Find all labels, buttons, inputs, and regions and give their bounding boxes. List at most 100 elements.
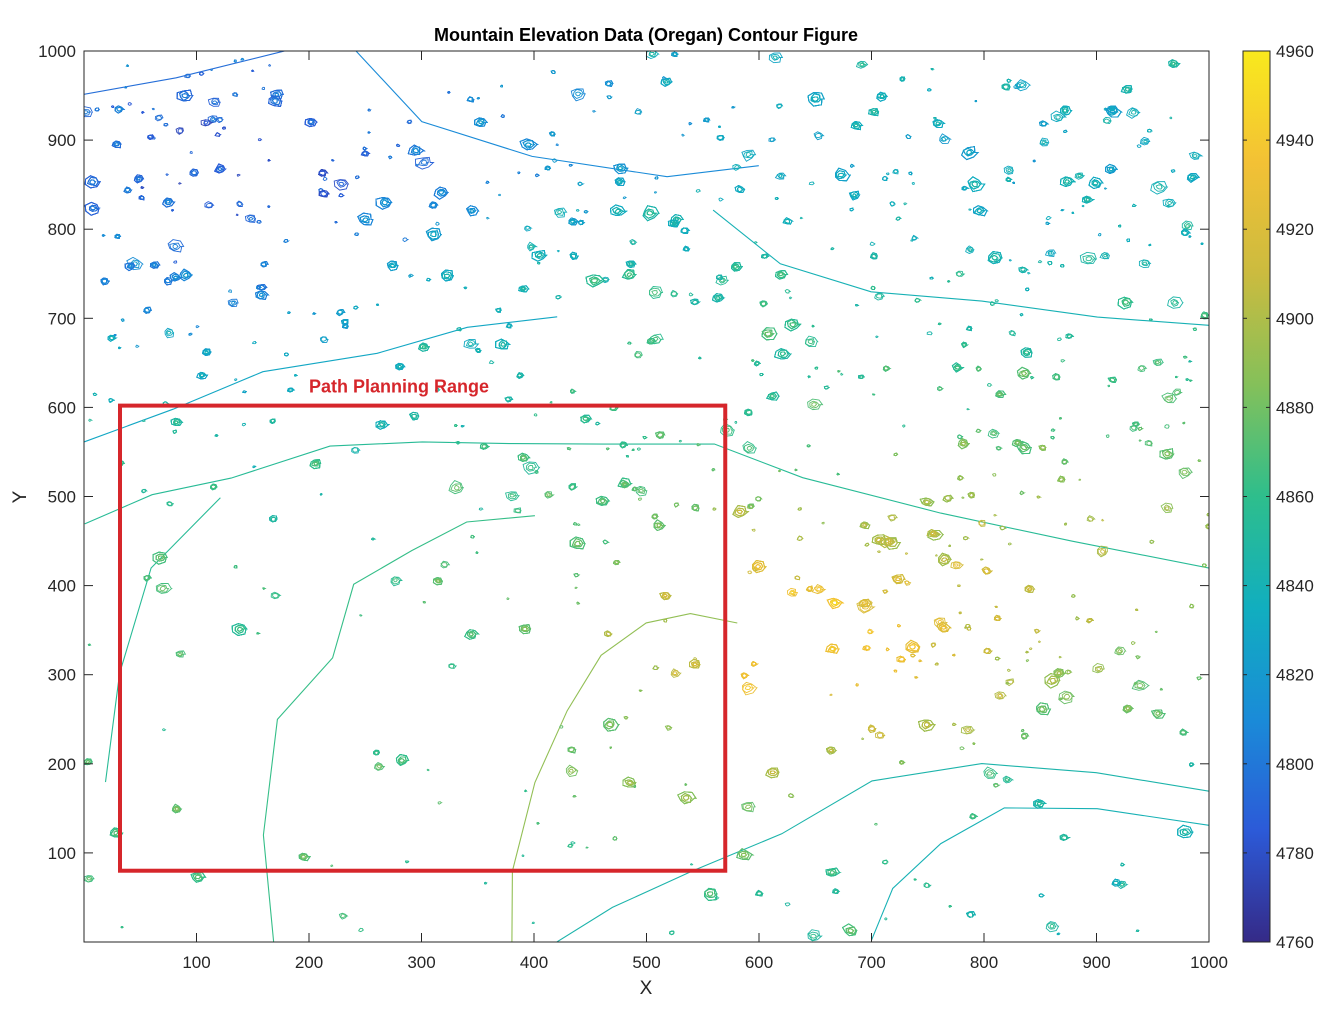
contour-blob [754, 889, 764, 897]
contour-blob [1121, 298, 1133, 307]
contour-blob [149, 261, 161, 269]
contour-blob [931, 642, 936, 648]
contour-blob [870, 108, 880, 115]
contour-blob [840, 372, 844, 376]
contour-blob [1126, 238, 1131, 243]
contour-blob [534, 469, 539, 474]
contour-blob [1005, 176, 1013, 182]
contour-blob [624, 269, 636, 279]
contour-blob [1047, 260, 1053, 266]
contour-blob [862, 603, 870, 610]
contour-blob [294, 373, 299, 377]
contour-blob [154, 114, 164, 122]
contour-blob [808, 181, 815, 186]
contour-blob [147, 134, 155, 139]
contour-blob [1045, 921, 1060, 933]
contour-blob [371, 537, 377, 541]
contour-blob [156, 115, 163, 121]
contour-blob [961, 441, 967, 446]
contour-blob [897, 623, 902, 628]
contour-blob [427, 230, 440, 240]
contour-blob [437, 801, 443, 805]
contour-blob [1164, 506, 1170, 511]
contour-blob [637, 486, 648, 495]
contour-blob [233, 59, 237, 63]
contour-blob [718, 277, 727, 284]
contour-blob [257, 138, 263, 142]
contour-blob [807, 375, 811, 379]
contour-blob [715, 275, 730, 286]
contour-blob [402, 237, 410, 243]
contour-blob [1018, 369, 1031, 377]
contour-blob [1205, 523, 1209, 530]
contour-blob [214, 163, 227, 174]
contour-blob [784, 902, 791, 907]
contour-blob [388, 262, 398, 269]
contour-blob [909, 644, 916, 650]
contour-blob [86, 877, 93, 881]
contour-blob [1155, 360, 1161, 365]
contour-blob [853, 123, 860, 128]
contour-blob [849, 191, 860, 199]
contour-blob [930, 531, 936, 536]
contour-blob [1026, 272, 1031, 275]
contour-blob [1039, 139, 1049, 146]
contour-blob [847, 927, 855, 933]
contour-blob [715, 296, 721, 300]
contour-blob [270, 97, 282, 106]
contour-blob [89, 205, 98, 211]
contour-blob [829, 869, 836, 875]
contour-blob [362, 151, 368, 156]
contour-blob [939, 133, 952, 145]
contour-blob [961, 496, 965, 499]
contour-blob [352, 447, 360, 453]
contour-blob [166, 330, 172, 335]
contour-blob [101, 278, 108, 284]
contour-blob [152, 263, 157, 267]
contour-blob [984, 648, 991, 654]
contour-blob [1131, 641, 1137, 646]
contour-level-curve [84, 51, 286, 95]
contour-blob [1172, 299, 1179, 305]
contour-blob [902, 424, 906, 428]
contour-blob [742, 683, 755, 694]
contour-blob [380, 197, 393, 208]
contour-blob [850, 121, 864, 131]
contour-blob [613, 163, 629, 175]
contour-level-curve [511, 613, 738, 942]
contour-blob [336, 179, 348, 188]
contour-blob [933, 117, 937, 120]
contour-blob [654, 176, 659, 180]
contour-blob [736, 848, 755, 861]
contour-blob [715, 274, 724, 281]
contour-blob [140, 186, 145, 189]
contour-blob [1192, 154, 1198, 158]
contour-blob [155, 582, 173, 594]
contour-blob [270, 418, 276, 424]
contour-blob [816, 587, 823, 592]
contour-blob [546, 493, 551, 497]
contour-blob [330, 864, 334, 867]
contour-blob [536, 253, 543, 258]
contour-blob [246, 215, 257, 223]
contour-blob [1020, 729, 1025, 733]
contour-blob [797, 507, 802, 511]
contour-blob [681, 133, 686, 137]
contour-blob [761, 253, 770, 259]
contour-blob [732, 163, 742, 171]
contour-blob [1166, 396, 1173, 401]
contour-blob [203, 120, 209, 125]
contour-blob [855, 60, 869, 69]
contour-blob [162, 728, 167, 732]
contour-blob [734, 421, 738, 424]
contour-blob [1034, 629, 1040, 633]
contour-blob [199, 371, 207, 379]
contour-blob [1165, 198, 1175, 207]
contour-blob [1192, 327, 1197, 331]
contour-blob [799, 216, 804, 220]
contour-blob [662, 76, 667, 80]
contour-blob [181, 93, 189, 99]
contour-blob [498, 193, 502, 197]
contour-blob [627, 260, 636, 267]
contour-blob [910, 239, 914, 242]
